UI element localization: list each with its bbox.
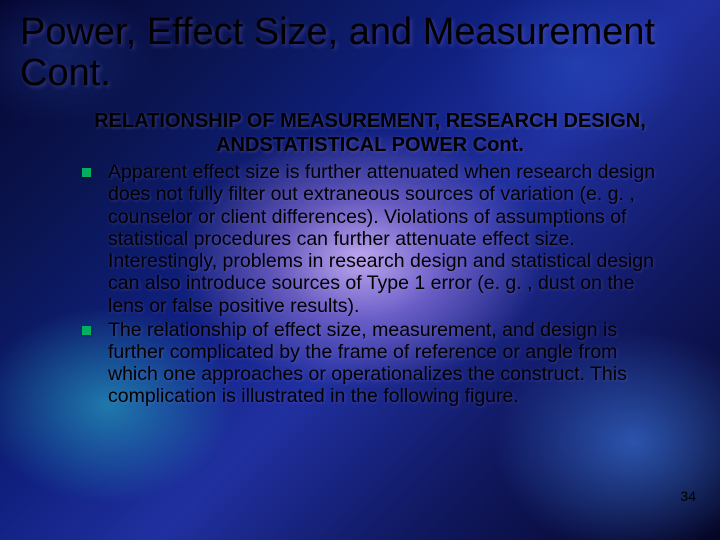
page-number: 34 bbox=[680, 488, 696, 504]
slide-title: Power, Effect Size, and Measurement Cont… bbox=[20, 12, 700, 94]
bullet-list: Apparent effect size is further attenuat… bbox=[80, 161, 670, 407]
slide-container: Power, Effect Size, and Measurement Cont… bbox=[0, 0, 720, 540]
list-item: Apparent effect size is further attenuat… bbox=[80, 161, 670, 317]
slide-subheading: RELATIONSHIP OF MEASUREMENT, RESEARCH DE… bbox=[80, 110, 660, 157]
list-item: The relationship of effect size, measure… bbox=[80, 319, 670, 408]
